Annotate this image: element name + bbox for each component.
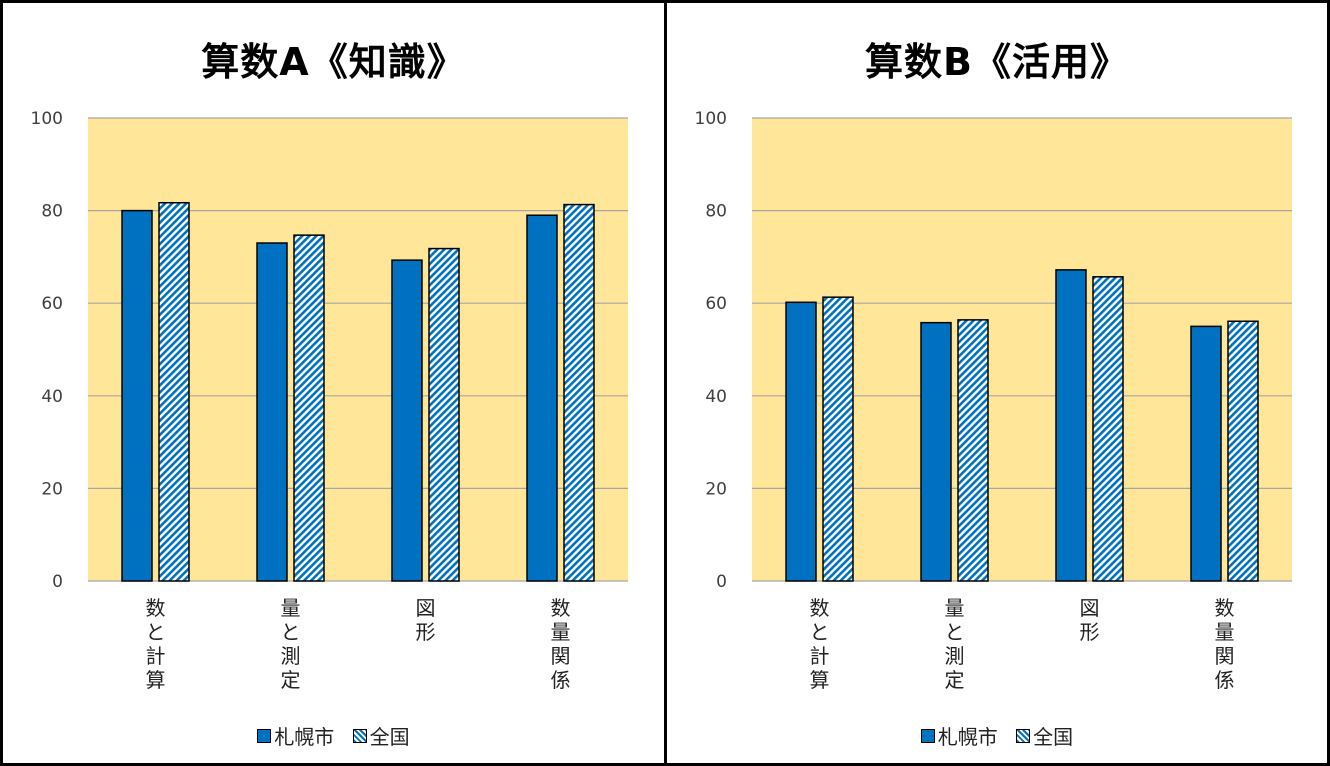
legend-item-national: 全国: [352, 721, 410, 750]
legend-label: 全国: [1033, 725, 1074, 749]
x-category-label: 計: [810, 644, 830, 668]
y-tick-label: 100: [31, 109, 63, 129]
chart-legend: 札幌市 全国: [3, 721, 664, 750]
legend-item-sapporo: 札幌市: [920, 721, 998, 750]
y-tick-label: 100: [695, 109, 727, 129]
bar-sapporo: [256, 242, 288, 582]
legend-label: 全国: [369, 725, 410, 749]
x-category-label: 係: [1215, 668, 1235, 692]
chart-title: 算数B《活用》: [865, 40, 1129, 84]
y-tick-label: 60: [705, 294, 727, 314]
x-category-label: 定: [945, 668, 965, 692]
x-category-label: と: [810, 620, 830, 644]
bar-sapporo: [1190, 325, 1222, 582]
x-category-label: 図: [1080, 596, 1100, 620]
bar-sapporo: [391, 259, 423, 582]
y-tick-label: 0: [716, 572, 727, 592]
x-category-label: 量: [551, 620, 571, 644]
bar-national: [822, 296, 854, 582]
chart-panel-right: 算数B《活用》 0 20 40 60 80 100 数と計算量と測定図形数量関係 札幌市 全…: [664, 0, 1330, 766]
bar-national: [1227, 320, 1259, 582]
legend-item-national: 全国: [1016, 721, 1073, 750]
x-category-label: 係: [551, 668, 571, 692]
legend-label: 札幌市: [274, 725, 335, 749]
legend-swatch-pattern: [352, 728, 367, 743]
x-category-label: 計: [146, 644, 166, 668]
bar-sapporo: [121, 209, 153, 582]
y-tick-label: 40: [705, 387, 727, 407]
x-category-label: 量: [1215, 620, 1235, 644]
bar-national: [428, 247, 460, 582]
x-category-label: と: [945, 620, 965, 644]
x-category-label: 量: [281, 596, 301, 620]
y-tick-label: 20: [41, 479, 63, 499]
bar-national: [158, 201, 190, 582]
y-tick-label: 80: [705, 202, 727, 222]
x-category-label: 数: [1215, 596, 1235, 620]
x-category-label: 測: [281, 644, 301, 668]
bar-sapporo: [526, 214, 558, 582]
x-category-label: 図: [416, 596, 436, 620]
legend-swatch-pattern: [1016, 728, 1031, 743]
bar-sapporo: [785, 301, 817, 582]
x-category-label: 関: [1215, 644, 1235, 668]
x-category-label: 数: [810, 596, 830, 620]
chart-panel-left: 算数A《知識》 0 20 40 60 80 100 数と計算量と測定図形数量関係 札幌市 全…: [0, 0, 667, 766]
chart-legend: 札幌市 全国: [667, 721, 1327, 750]
y-tick-label: 0: [52, 572, 63, 592]
legend-swatch-solid: [920, 728, 935, 743]
x-category-label: と: [146, 620, 166, 644]
chart-title: 算数A《知識》: [201, 40, 466, 84]
x-category-label: 形: [416, 620, 436, 644]
x-category-label: 算: [810, 668, 830, 692]
bar-sapporo: [1055, 269, 1087, 582]
x-category-label: 算: [146, 668, 166, 692]
y-tick-label: 60: [41, 294, 63, 314]
x-category-label: 定: [281, 668, 301, 692]
x-category-label: 数: [551, 596, 571, 620]
bar-sapporo: [920, 321, 952, 582]
bar-national: [1092, 276, 1124, 582]
x-category-label: 関: [551, 644, 571, 668]
x-category-label: 量: [945, 596, 965, 620]
bar-national: [563, 203, 595, 582]
y-tick-label: 40: [41, 387, 63, 407]
legend-item-sapporo: 札幌市: [257, 721, 334, 750]
y-tick-label: 20: [705, 479, 727, 499]
x-category-label: 数: [146, 596, 166, 620]
bar-national: [293, 234, 325, 582]
x-category-label: 形: [1080, 620, 1100, 644]
y-tick-label: 80: [41, 202, 63, 222]
x-category-label: 測: [945, 644, 965, 668]
legend-label: 札幌市: [937, 725, 998, 749]
bar-national: [957, 319, 989, 582]
legend-swatch-solid: [257, 728, 272, 743]
x-category-label: と: [281, 620, 301, 644]
